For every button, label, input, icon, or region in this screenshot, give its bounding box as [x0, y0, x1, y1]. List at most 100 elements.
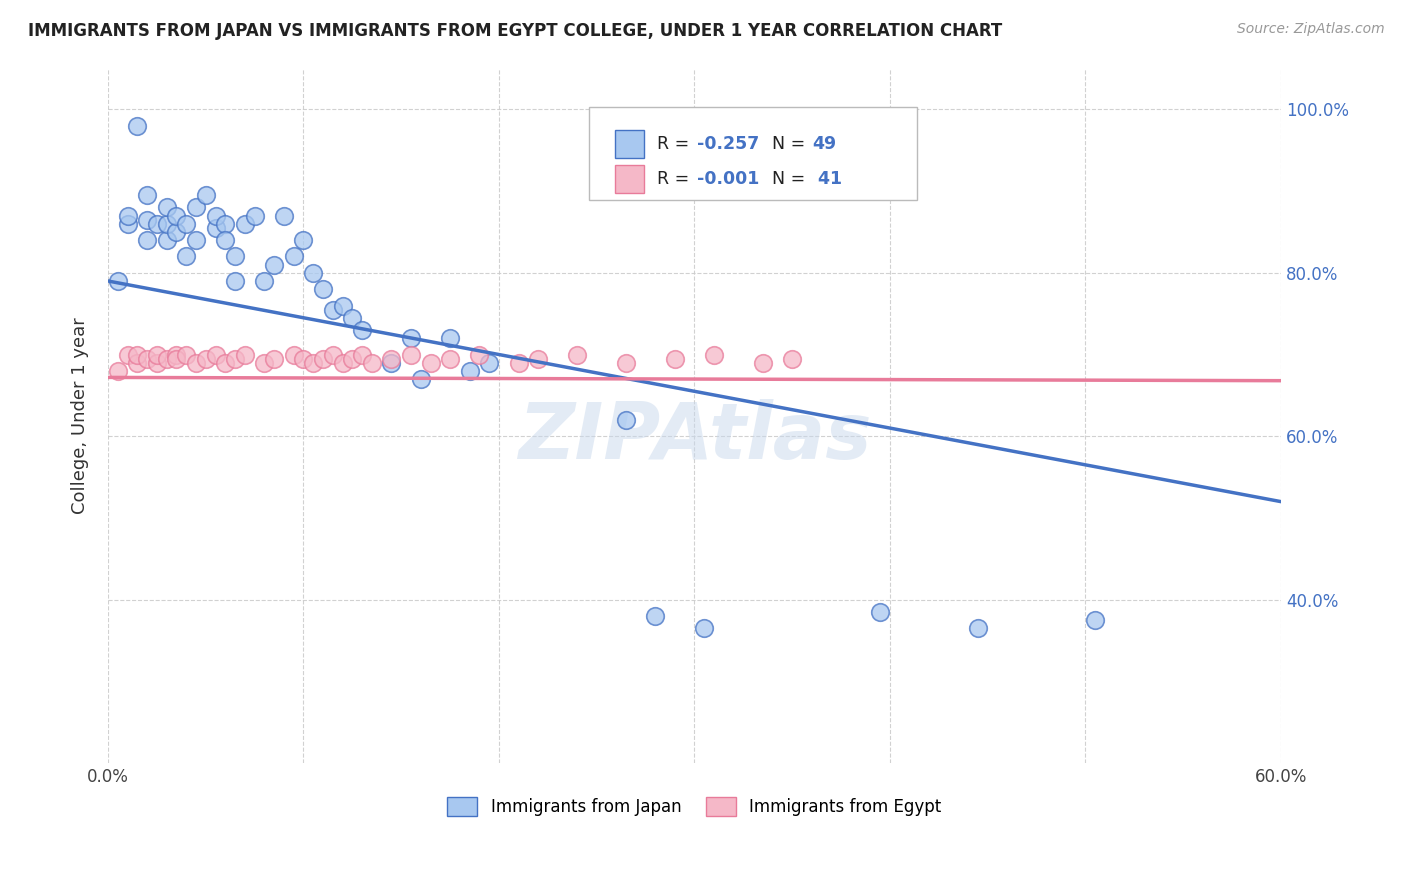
Point — [361, 356, 384, 370]
Point — [644, 609, 666, 624]
Point — [184, 201, 207, 215]
Text: Source: ZipAtlas.com: Source: ZipAtlas.com — [1237, 22, 1385, 37]
Point — [224, 351, 246, 366]
Text: N =: N = — [772, 170, 811, 188]
Point — [312, 351, 335, 366]
Point — [380, 356, 402, 370]
Point — [302, 356, 325, 370]
Point — [165, 225, 187, 239]
Point — [174, 217, 197, 231]
Point — [194, 351, 217, 366]
Point — [527, 351, 550, 366]
Point — [204, 347, 226, 361]
Point — [127, 356, 149, 370]
Point — [127, 119, 149, 133]
Point — [117, 209, 139, 223]
Point — [508, 356, 530, 370]
Point — [233, 347, 256, 361]
Point — [156, 201, 179, 215]
Point — [439, 331, 461, 345]
Point — [967, 621, 990, 635]
Point — [174, 250, 197, 264]
Point — [253, 356, 276, 370]
Point — [312, 282, 335, 296]
Point — [399, 347, 422, 361]
Point — [283, 347, 305, 361]
Point — [156, 233, 179, 247]
Point — [204, 220, 226, 235]
Point — [342, 310, 364, 325]
Point — [165, 351, 187, 366]
Point — [352, 323, 374, 337]
Point — [302, 266, 325, 280]
Point — [478, 356, 501, 370]
Text: -0.001: -0.001 — [697, 170, 759, 188]
Text: -0.257: -0.257 — [697, 135, 759, 153]
Point — [263, 351, 285, 366]
Point — [174, 347, 197, 361]
Point — [332, 356, 354, 370]
Point — [263, 258, 285, 272]
Point — [127, 347, 149, 361]
Point — [614, 413, 637, 427]
Point — [664, 351, 686, 366]
Point — [136, 212, 159, 227]
Text: IMMIGRANTS FROM JAPAN VS IMMIGRANTS FROM EGYPT COLLEGE, UNDER 1 YEAR CORRELATION: IMMIGRANTS FROM JAPAN VS IMMIGRANTS FROM… — [28, 22, 1002, 40]
Point — [156, 351, 179, 366]
Point — [292, 233, 315, 247]
Point — [194, 188, 217, 202]
Point — [146, 347, 169, 361]
Point — [214, 356, 236, 370]
Y-axis label: College, Under 1 year: College, Under 1 year — [72, 318, 89, 514]
Point — [243, 209, 266, 223]
Point — [352, 347, 374, 361]
Point — [409, 372, 432, 386]
FancyBboxPatch shape — [614, 165, 644, 193]
Point — [322, 347, 344, 361]
Point — [214, 233, 236, 247]
Point — [136, 351, 159, 366]
Point — [253, 274, 276, 288]
Point — [458, 364, 481, 378]
Point — [273, 209, 295, 223]
Point — [332, 298, 354, 312]
Point — [184, 356, 207, 370]
FancyBboxPatch shape — [589, 107, 917, 201]
Point — [693, 621, 716, 635]
Point — [146, 217, 169, 231]
Text: R =: R = — [657, 170, 695, 188]
FancyBboxPatch shape — [614, 130, 644, 158]
Point — [233, 217, 256, 231]
Point — [380, 351, 402, 366]
Point — [399, 331, 422, 345]
Point — [107, 274, 129, 288]
Point — [214, 217, 236, 231]
Text: 41: 41 — [811, 170, 842, 188]
Point — [165, 209, 187, 223]
Text: 49: 49 — [811, 135, 837, 153]
Point — [184, 233, 207, 247]
Point — [869, 605, 891, 619]
Point — [136, 233, 159, 247]
Point — [136, 188, 159, 202]
Point — [117, 347, 139, 361]
Point — [224, 250, 246, 264]
Point — [224, 274, 246, 288]
Point — [468, 347, 491, 361]
Point — [752, 356, 775, 370]
Point — [567, 347, 589, 361]
Point — [117, 217, 139, 231]
Point — [156, 217, 179, 231]
Text: N =: N = — [772, 135, 811, 153]
Point — [439, 351, 461, 366]
Text: R =: R = — [657, 135, 695, 153]
Point — [703, 347, 725, 361]
Point — [146, 356, 169, 370]
Point — [165, 347, 187, 361]
Point — [342, 351, 364, 366]
Point — [204, 209, 226, 223]
Text: ZIPAtlas: ZIPAtlas — [517, 399, 872, 475]
Point — [1084, 613, 1107, 627]
Point — [419, 356, 441, 370]
Point — [292, 351, 315, 366]
